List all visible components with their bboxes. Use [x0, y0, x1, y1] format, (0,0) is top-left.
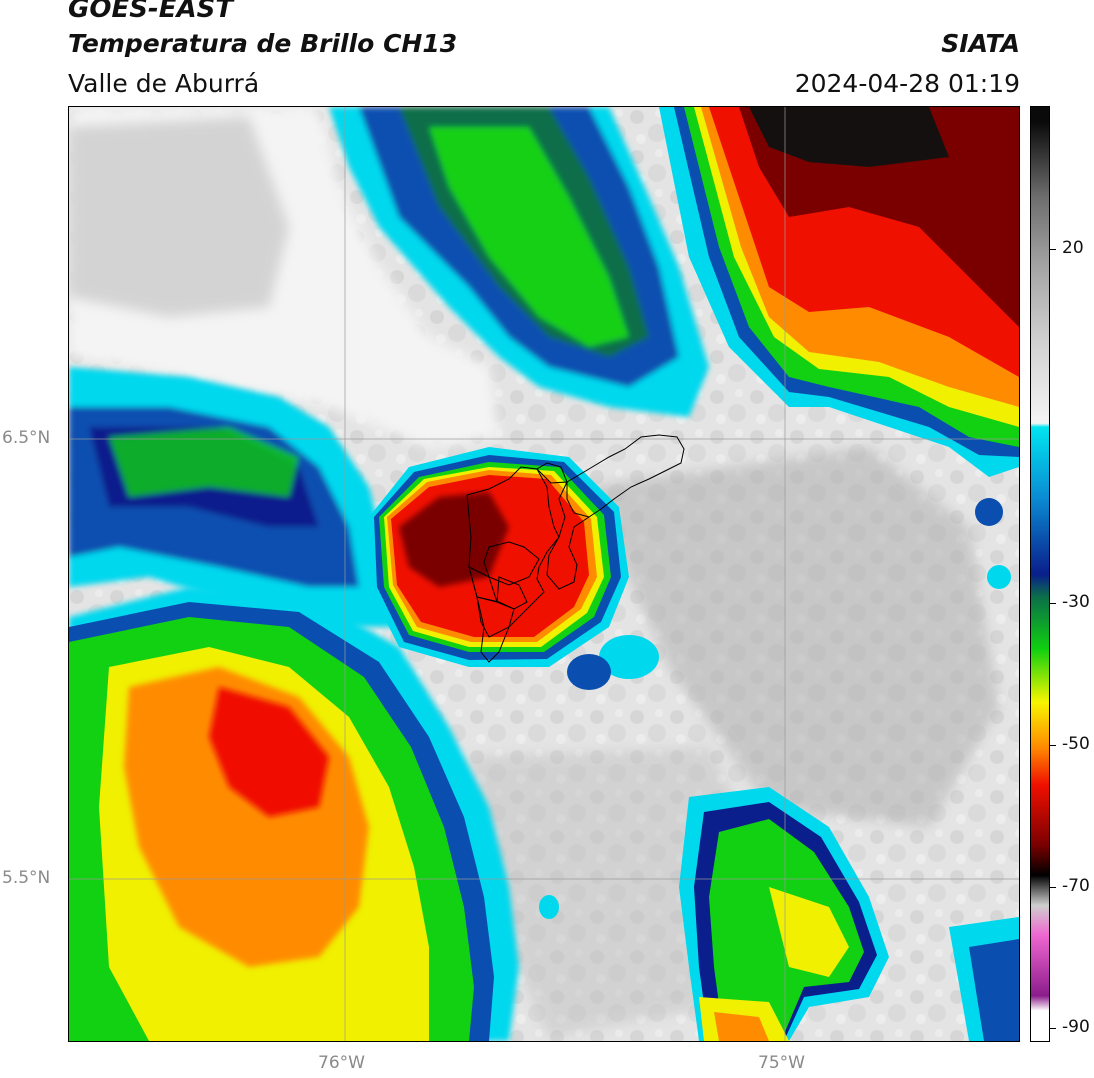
municipal-boundaries [466, 434, 685, 663]
colorbar [1030, 106, 1050, 1042]
lat-tick-label: 6.5°N [2, 428, 51, 448]
product-title: Temperatura de Brillo CH13 [68, 29, 458, 58]
cloud-blob [975, 498, 1003, 526]
cloud-grey-region-east [589, 447, 999, 827]
colorbar-label: -30 [1062, 592, 1090, 612]
colorbar-tick [1050, 603, 1056, 604]
colorbar-tick [1050, 887, 1056, 888]
colorbar-tick [1050, 1028, 1056, 1029]
convective-system-northeast [659, 107, 1019, 477]
satellite-map [68, 106, 1020, 1042]
region-subtitle: Valle de Aburrá [68, 69, 260, 98]
colorbar-label: -50 [1062, 734, 1090, 754]
lat-tick-label: 5.5°N [2, 868, 51, 888]
cloud-blob [539, 895, 559, 919]
colorbar-tick [1050, 745, 1056, 746]
map-canvas [69, 107, 1019, 1041]
colorbar-label: -70 [1062, 876, 1090, 896]
cloud-grey-region [69, 117, 289, 317]
cloud-blob [599, 635, 659, 679]
colorbar-tick [1050, 249, 1056, 250]
cloud-blob [567, 654, 611, 690]
institution-label: SIATA [941, 29, 1020, 58]
lon-tick-label: 76°W [318, 1053, 365, 1073]
convective-system-southwest [69, 587, 519, 1041]
convective-band-west [69, 367, 399, 627]
colorbar-label: -90 [1062, 1017, 1090, 1037]
cloud-blob [987, 565, 1011, 589]
colorbar-label: 20 [1062, 238, 1084, 258]
datetime-label: 2024-04-28 01:19 [794, 69, 1020, 98]
convective-cell-central [369, 447, 629, 667]
convective-system-southeast [679, 787, 1019, 1041]
satellite-title: GOES-EAST [68, 0, 234, 24]
lon-tick-label: 75°W [758, 1053, 805, 1073]
convective-band-north [329, 107, 709, 417]
